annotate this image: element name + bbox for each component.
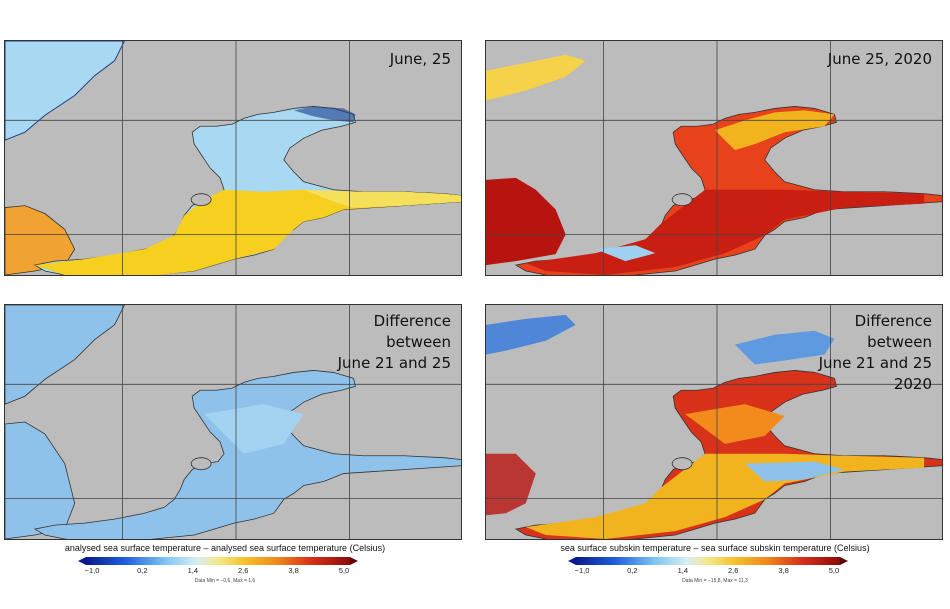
map-panel-bottom-left: Difference between June 21 and 25 — [4, 304, 462, 540]
label-line: June 21 and 25 — [818, 354, 932, 372]
colorbar-legend-right: sea surface subskin temperature – sea su… — [550, 543, 880, 603]
map-panel-top-right: June 25, 2020 — [485, 40, 943, 276]
tick-label: 3,8 — [778, 566, 789, 575]
tick-label: 2,6 — [237, 566, 249, 575]
baltic-map-bottom-left — [5, 305, 461, 539]
tick-label: 5,0 — [828, 566, 840, 575]
baltic-map-top-left — [5, 41, 461, 275]
legend-title: analysed sea surface temperature – analy… — [64, 543, 386, 553]
label-line: Difference — [373, 312, 451, 330]
tick-label: 3,8 — [288, 566, 299, 575]
tick-label: −1,0 — [574, 566, 590, 575]
colorbar — [568, 557, 848, 565]
tick-label: 0,2 — [137, 566, 148, 575]
map-panel-bottom-right: Difference between June 21 and 25 2020 — [485, 304, 943, 540]
panel-label-bottom-left: Difference between June 21 and 25 — [338, 311, 451, 374]
data-range-text: Data Min = −15,8, Max = 11,3 — [682, 578, 748, 584]
data-range-text: Data Min = −0,6, Max = 1,6 — [194, 578, 256, 584]
tick-label: −1,0 — [84, 566, 100, 575]
tick-label: 1,4 — [677, 566, 689, 575]
label-line: Difference — [854, 312, 932, 330]
colorbar-ticks: −1,0 0,2 1,4 2,6 3,8 5,0 — [568, 566, 848, 576]
colorbar-ticks: −1,0 0,2 1,4 2,6 3,8 5,0 — [78, 566, 358, 576]
tick-label: 2,6 — [727, 566, 739, 575]
label-line: between — [386, 333, 451, 351]
baltic-map-top-right — [486, 41, 942, 275]
label-line: June, 25 — [389, 50, 451, 68]
label-line: June 21 and 25 — [337, 354, 451, 372]
tick-label: 0,2 — [627, 566, 638, 575]
colorbar-legend-left: analysed sea surface temperature – analy… — [60, 543, 390, 603]
baltic-map-bottom-right — [486, 305, 942, 539]
panel-label-top-left: June, 25 — [390, 49, 451, 70]
panel-label-top-right: June 25, 2020 — [828, 49, 932, 70]
legend-title: sea surface subskin temperature – sea su… — [560, 543, 870, 553]
label-line: June 25, 2020 — [827, 50, 932, 68]
label-line: between — [867, 333, 932, 351]
colorbar — [78, 557, 358, 565]
map-panel-top-left: June, 25 — [4, 40, 462, 276]
label-line: 2020 — [893, 375, 932, 393]
tick-label: 1,4 — [187, 566, 199, 575]
tick-label: 5,0 — [338, 566, 350, 575]
panel-label-bottom-right: Difference between June 21 and 25 2020 — [819, 311, 932, 395]
